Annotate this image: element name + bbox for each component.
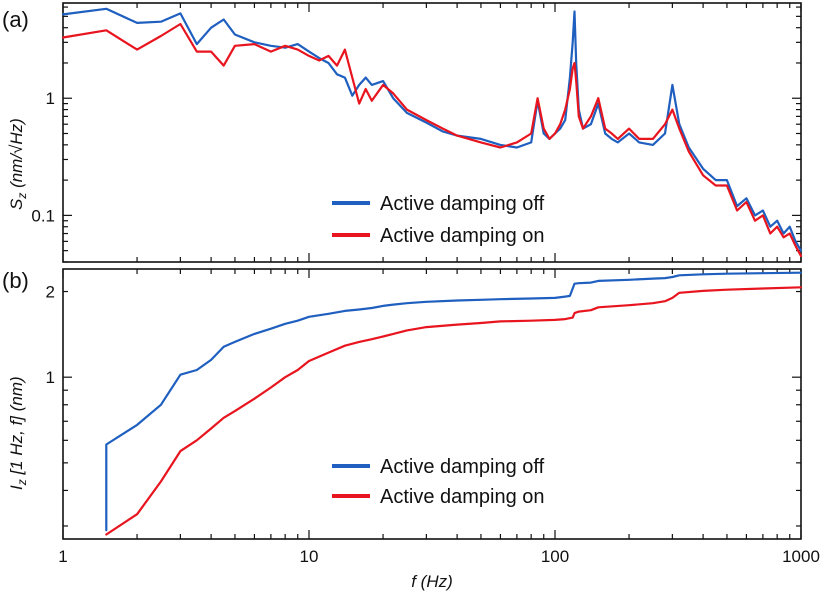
panel-b-series (105, 271, 803, 536)
panel-b-frame (62, 268, 802, 540)
x-tick-label: 10 (300, 547, 319, 566)
panel-a-legend: Active damping off Active damping on (332, 193, 545, 247)
x-axis-label: f (Hz) (411, 572, 453, 591)
legend-b-label-on: Active damping on (380, 486, 545, 508)
legend-a-label-on: Active damping on (380, 225, 545, 247)
panel-b: (b) 1 2 1 10 100 1000 Iz [1 Hz, f] (nm) Activ… (2, 268, 820, 591)
panel-b-legend: Active damping off Active damping on (332, 456, 545, 508)
panel-a: (a) 0.11 Sz (nm/√Hz) Active damping off … (2, 2, 803, 263)
series-line-damping-off (105, 271, 803, 532)
panel-a-ticks: 0.11 (31, 3, 802, 263)
y-tick-label: 0.1 (31, 206, 55, 225)
x-tick-label: 100 (541, 547, 569, 566)
panel-b-ticks: 1 2 1 10 100 1000 (46, 269, 820, 566)
legend-a-label-off: Active damping off (380, 193, 545, 215)
y-tick-label: 1 (46, 368, 55, 387)
panel-a-ylabel: Sz (nm/√Hz) (7, 118, 29, 210)
series-line-damping-on (105, 286, 803, 536)
series-line-damping-on (61, 22, 803, 258)
y-tick-label: 1 (46, 89, 55, 108)
panel-b-ylabel: Iz [1 Hz, f] (nm) (7, 376, 29, 490)
y-tick-label: 2 (46, 283, 55, 302)
panel-a-series (61, 7, 803, 258)
legend-b-label-off: Active damping off (380, 456, 545, 478)
panel-a-frame (62, 2, 802, 263)
panel-b-label: (b) (2, 268, 29, 293)
x-tick-label: 1000 (782, 547, 820, 566)
panel-a-label: (a) (2, 7, 29, 32)
x-tick-label: 1 (58, 547, 67, 566)
